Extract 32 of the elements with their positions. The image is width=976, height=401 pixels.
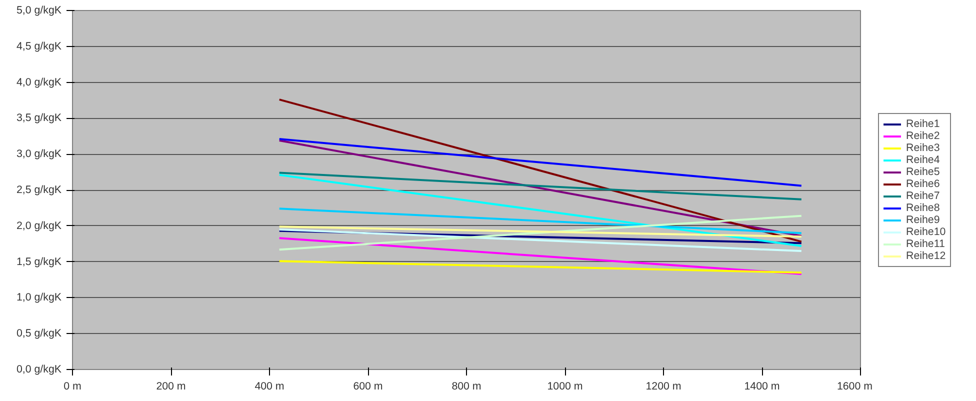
x-tick-label: 1200 m	[646, 380, 682, 392]
x-tick-label: 1000 m	[547, 380, 583, 392]
legend-label: Reihe6	[906, 178, 940, 190]
y-tick-label: 1,0 g/kgK	[16, 292, 62, 304]
legend-label: Reihe11	[906, 238, 945, 250]
legend-label: Reihe1	[906, 118, 940, 130]
legend-label: Reihe9	[906, 214, 940, 226]
legend-label: Reihe10	[906, 226, 946, 238]
x-tick-label: 1600 m	[836, 380, 873, 392]
legend-label: Reihe4	[906, 154, 940, 166]
y-tick-label: 2,5 g/kgK	[16, 184, 62, 196]
legend-label: Reihe5	[906, 166, 940, 178]
y-tick-label: 0,5 g/kgK	[16, 328, 62, 340]
x-tick-label: 400 m	[254, 380, 284, 392]
y-tick-label: 3,5 g/kgK	[16, 112, 62, 124]
legend-label: Reihe7	[906, 190, 940, 202]
y-tick-label: 5,0 g/kgK	[16, 4, 62, 16]
y-tick-label: 4,5 g/kgK	[16, 40, 62, 52]
y-tick-label: 4,0 g/kgK	[16, 76, 62, 88]
x-tick-label: 200 m	[156, 380, 186, 392]
y-tick-label: 2,0 g/kgK	[16, 220, 62, 232]
x-tick-label: 600 m	[353, 380, 383, 392]
x-tick-label: 0 m	[64, 380, 82, 392]
x-tick-label: 800 m	[452, 380, 482, 392]
legend-label: Reihe12	[906, 250, 946, 262]
x-tick-label: 1400 m	[744, 380, 780, 392]
y-tick-label: 3,0 g/kgK	[16, 148, 62, 160]
legend-label: Reihe8	[906, 202, 940, 214]
legend-label: Reihe3	[906, 142, 940, 154]
y-tick-label: 1,5 g/kgK	[16, 256, 62, 268]
y-tick-label: 0,0 g/kgK	[16, 364, 62, 376]
legend-label: Reihe2	[906, 130, 940, 142]
